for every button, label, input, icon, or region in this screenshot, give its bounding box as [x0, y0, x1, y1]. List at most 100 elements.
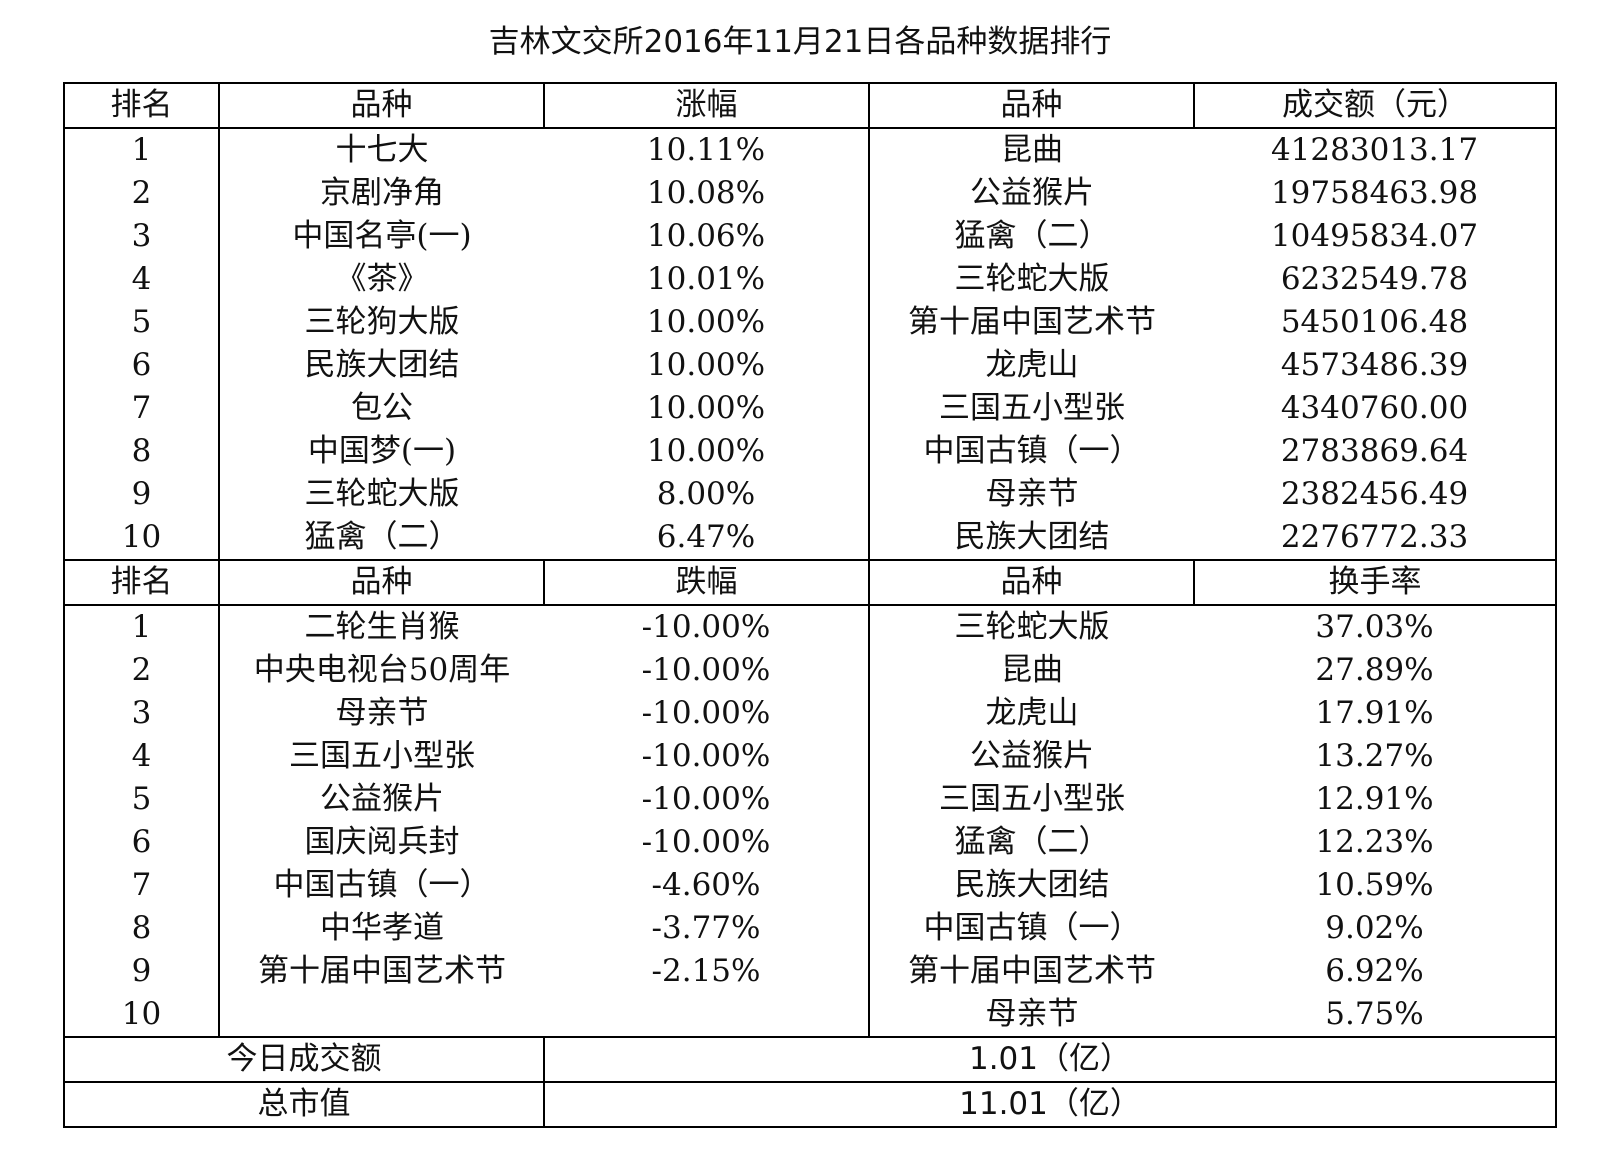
variety-cell: 三国五小型张	[218, 735, 544, 778]
variety-cell: 国庆阅兵封	[218, 821, 544, 864]
variety-cell: 公益猴片	[868, 172, 1194, 215]
variety-cell: 昆曲	[868, 649, 1194, 692]
header-cell: 品种	[868, 559, 1194, 606]
table-row: 4 三国五小型张 -10.00% 公益猴片 13.27%	[63, 735, 1557, 778]
variety-cell: 二轮生肖猴	[218, 605, 544, 649]
variety-cell: 包公	[218, 387, 544, 430]
table-row: 7 中国古镇（一） -4.60% 民族大团结 10.59%	[63, 864, 1557, 907]
table-row: 9 第十届中国艺术节 -2.15% 第十届中国艺术节 6.92%	[63, 950, 1557, 993]
variety-cell: 母亲节	[868, 993, 1194, 1037]
variety-cell: 三轮蛇大版	[868, 258, 1194, 301]
variety-cell: 第十届中国艺术节	[868, 950, 1194, 993]
value-cell: 4573486.39	[1194, 344, 1557, 387]
header-cell: 品种	[868, 82, 1194, 129]
change-cell: -10.00%	[641, 781, 771, 817]
value-cell: 10495834.07	[1194, 215, 1557, 258]
variety-cell: 龙虎山	[868, 692, 1194, 735]
bottom-header-row: 排名 品种 跌幅 品种 换手率	[63, 559, 1557, 606]
table-row: 10 母亲节 5.75%	[63, 993, 1557, 1037]
change-cell	[544, 993, 869, 1037]
rank-cell: 5	[63, 301, 219, 344]
rank-cell: 2	[63, 649, 219, 692]
table-row: 10 猛禽（二） 6.47% 民族大团结 2276772.33	[63, 516, 1557, 560]
value-cell: 41283013.17	[1194, 128, 1557, 172]
rank-cell: 7	[63, 864, 219, 907]
change-cell: -3.77%	[651, 910, 761, 946]
table-row: 1 二轮生肖猴 -10.00% 三轮蛇大版 37.03%	[63, 605, 1557, 649]
variety-cell: 民族大团结	[868, 516, 1194, 560]
change-cell: -10.00%	[641, 652, 771, 688]
rank-cell: 4	[63, 735, 219, 778]
rank-cell: 1	[63, 128, 219, 172]
variety-cell: 猛禽（二）	[868, 215, 1194, 258]
value-cell: 4340760.00	[1194, 387, 1557, 430]
table-row: 2 京剧净角 10.08% 公益猴片 19758463.98	[63, 172, 1557, 215]
table-row: 2 中央电视台50周年 -10.00% 昆曲 27.89%	[63, 649, 1557, 692]
variety-cell: 中华孝道	[218, 907, 544, 950]
variety-cell: 《茶》	[218, 258, 544, 301]
summary-row: 今日成交额 1.01（亿）	[63, 1036, 1557, 1083]
header-cell: 换手率	[1193, 559, 1557, 606]
value-cell: 9.02%	[1194, 907, 1557, 950]
variety-cell: 母亲节	[218, 692, 544, 735]
value-cell: 6232549.78	[1194, 258, 1557, 301]
table-row: 1 十七大 10.11% 昆曲 41283013.17	[63, 128, 1557, 172]
change-cell: 10.00%	[646, 304, 766, 340]
change-cell: 10.00%	[646, 390, 766, 426]
page-title: 吉林文交所2016年11月21日各品种数据排行	[488, 24, 1112, 60]
summary-row: 总市值 11.01（亿）	[63, 1081, 1557, 1128]
rank-cell: 3	[63, 215, 219, 258]
change-cell: -10.00%	[641, 609, 771, 645]
variety-cell: 民族大团结	[218, 344, 544, 387]
rank-cell: 7	[63, 387, 219, 430]
variety-cell: 中国名亭(一)	[218, 215, 544, 258]
variety-cell: 中国古镇（一）	[868, 907, 1194, 950]
variety-cell: 三轮蛇大版	[218, 473, 544, 516]
variety-cell: 昆曲	[868, 128, 1194, 172]
table-row: 9 三轮蛇大版 8.00% 母亲节 2382456.49	[63, 473, 1557, 516]
table-row: 4 《茶》 10.01% 三轮蛇大版 6232549.78	[63, 258, 1557, 301]
header-cell: 品种	[218, 559, 544, 606]
rank-cell: 8	[63, 907, 219, 950]
variety-cell: 民族大团结	[868, 864, 1194, 907]
header-cell: 排名	[63, 559, 219, 606]
variety-cell: 中国古镇（一）	[218, 864, 544, 907]
value-cell: 13.27%	[1194, 735, 1557, 778]
rank-cell: 8	[63, 430, 219, 473]
change-cell: 10.08%	[646, 175, 766, 211]
rank-cell: 2	[63, 172, 219, 215]
ranking-table: 排名 品种 涨幅 品种 成交额（元） 1 十七大 10.11% 昆曲 41283013.17 2 京剧…	[63, 82, 1557, 1128]
variety-cell: 猛禽（二）	[218, 516, 544, 560]
variety-cell: 三轮蛇大版	[868, 605, 1194, 649]
variety-cell: 三国五小型张	[868, 387, 1194, 430]
variety-cell: 三轮狗大版	[218, 301, 544, 344]
header-cell: 品种	[218, 82, 544, 129]
rank-cell: 10	[63, 993, 219, 1037]
variety-cell: 猛禽（二）	[868, 821, 1194, 864]
table-row: 5 公益猴片 -10.00% 三国五小型张 12.91%	[63, 778, 1557, 821]
header-cell: 涨幅	[543, 82, 869, 129]
change-cell: -10.00%	[641, 695, 771, 731]
table-row: 8 中华孝道 -3.77% 中国古镇（一） 9.02%	[63, 907, 1557, 950]
value-cell: 12.91%	[1194, 778, 1557, 821]
summary-label: 今日成交额	[63, 1036, 545, 1083]
header-cell: 排名	[63, 82, 219, 129]
header-cell: 成交额（元）	[1193, 82, 1557, 129]
change-cell: 10.06%	[646, 218, 766, 254]
value-cell: 37.03%	[1194, 605, 1557, 649]
table-row: 6 民族大团结 10.00% 龙虎山 4573486.39	[63, 344, 1557, 387]
table-row: 6 国庆阅兵封 -10.00% 猛禽（二） 12.23%	[63, 821, 1557, 864]
change-cell: -10.00%	[641, 738, 771, 774]
variety-cell	[218, 993, 544, 1037]
variety-cell: 公益猴片	[868, 735, 1194, 778]
value-cell: 19758463.98	[1194, 172, 1557, 215]
table-row: 3 中国名亭(一) 10.06% 猛禽（二） 10495834.07	[63, 215, 1557, 258]
value-cell: 2382456.49	[1194, 473, 1557, 516]
variety-cell: 公益猴片	[218, 778, 544, 821]
value-cell: 12.23%	[1194, 821, 1557, 864]
value-cell: 10.59%	[1194, 864, 1557, 907]
variety-cell: 三国五小型张	[868, 778, 1194, 821]
value-cell: 5.75%	[1194, 993, 1557, 1037]
summary-label: 总市值	[63, 1081, 545, 1128]
value-cell: 2276772.33	[1194, 516, 1557, 560]
